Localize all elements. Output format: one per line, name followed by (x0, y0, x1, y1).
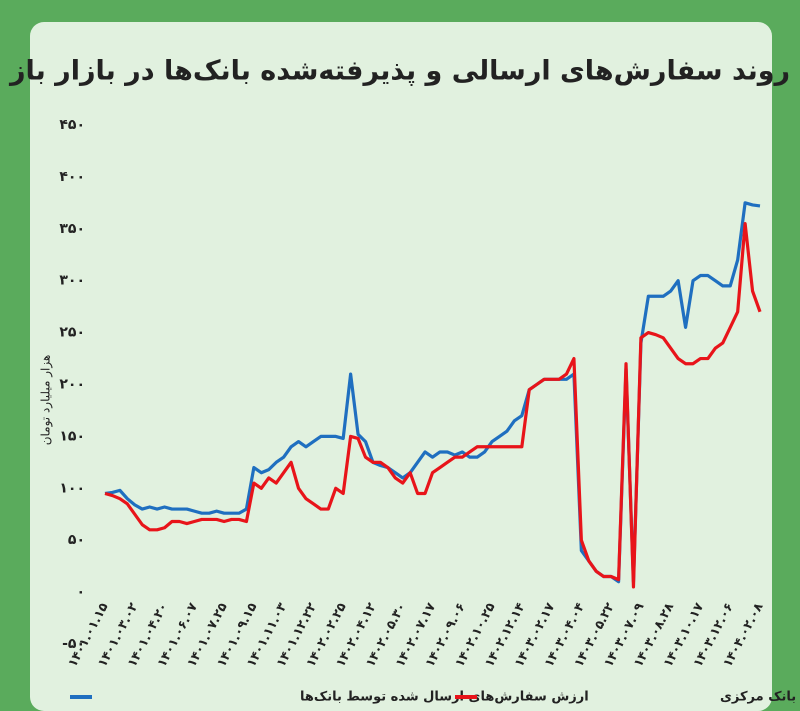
y-tick-label: ۴۰۰ (59, 169, 85, 185)
y-tick-label: ۳۵۰ (59, 221, 85, 237)
y-tick-label: ۴۵۰ (59, 117, 85, 133)
y-tick-label: ۱۵۰ (59, 428, 85, 444)
y-axis-label: هزار میلیارد تومان (39, 355, 54, 446)
chart-title: روند سفارش‌های ارسالی و پذیرفته‌شده بانک… (8, 56, 790, 87)
legend-label: ارزش سفارش‌های ارسال شده توسط بانک‌ها (300, 690, 589, 705)
y-tick-label: ۵۰ (68, 532, 85, 548)
y-tick-label: -۵۰ (62, 636, 85, 652)
y-tick-label: ۳۰۰ (59, 273, 85, 289)
legend-label: ارزش سفارش‌های پذیرفته شده توسط بانک مرک… (720, 690, 800, 705)
y-tick-label: ۲۰۰ (59, 377, 85, 393)
y-tick-label: ۱۰۰ (59, 480, 85, 496)
y-tick-label: ۰ (76, 584, 85, 600)
y-tick-label: ۲۵۰ (59, 325, 85, 341)
data-line (104, 222, 762, 589)
panel (30, 22, 772, 711)
data-line (104, 201, 761, 584)
